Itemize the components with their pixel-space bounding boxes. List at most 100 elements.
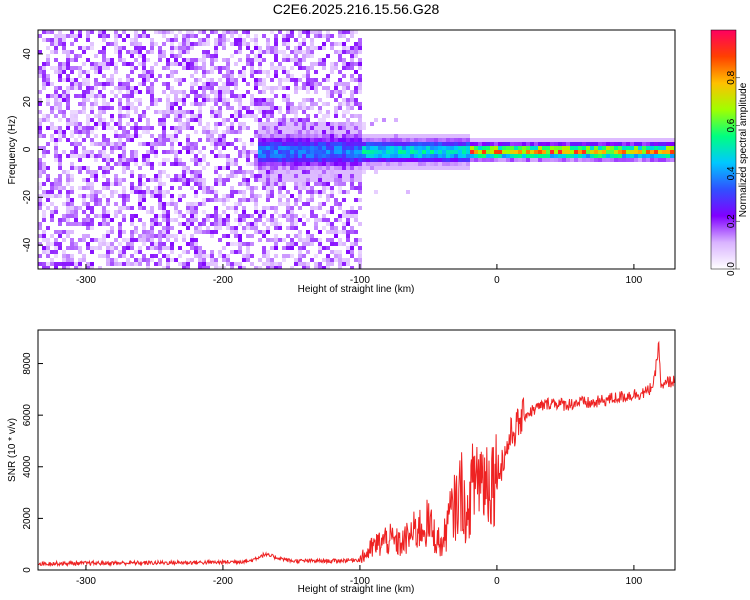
spectrogram-cell — [262, 70, 266, 74]
spectrogram-cell — [346, 82, 350, 86]
spectrogram-cell — [230, 42, 234, 46]
spectrogram-cell — [286, 214, 290, 218]
spectrogram-cell — [70, 258, 74, 262]
spectrogram-cell — [626, 154, 630, 158]
spectrogram-cell — [298, 86, 302, 90]
spectrogram-cell — [198, 174, 202, 178]
spectrogram-cell — [278, 266, 282, 269]
spectrogram-cell — [446, 154, 450, 158]
spectrogram-cell — [274, 210, 278, 214]
spectrogram-cell — [442, 150, 446, 154]
spectrogram-cell — [186, 134, 190, 138]
spectrogram-cell — [318, 190, 322, 194]
spectrogram-cell — [314, 214, 318, 218]
spectrogram-cell — [546, 150, 550, 154]
spectrogram-cell — [50, 94, 54, 98]
spectrogram-cell — [334, 66, 338, 70]
spectrogram-cell — [594, 146, 598, 150]
spectrogram-cell — [118, 86, 122, 90]
spectrogram-cell — [118, 182, 122, 186]
spectrogram-cell — [506, 138, 510, 142]
spectrogram-cell — [454, 162, 458, 166]
spectrogram-cell — [322, 138, 326, 142]
spectrogram-cell — [334, 86, 338, 90]
spectrogram-cell — [186, 242, 190, 246]
spectrogram-cell — [254, 154, 258, 158]
spectrogram-cell — [314, 266, 318, 269]
spectrogram-cell — [582, 138, 586, 142]
spectrogram-y-label: Frequency (Hz) — [7, 116, 18, 185]
spectrogram-cell — [478, 146, 482, 150]
spectrogram-cell — [38, 130, 42, 134]
spectrogram-cell — [358, 246, 362, 250]
spectrogram-cell — [530, 142, 534, 146]
spectrogram-cell — [570, 150, 574, 154]
spectrogram-cell — [246, 234, 250, 238]
spectrogram-cell — [326, 258, 330, 262]
spectrogram-cell — [174, 138, 178, 142]
snr-x-label: Height of straight line (km) — [298, 584, 415, 595]
spectrogram-cell — [358, 74, 362, 78]
spectrogram-cell — [638, 142, 642, 146]
spectrogram-cell — [226, 158, 230, 162]
spectrogram-cell — [302, 126, 306, 130]
spectrogram-cell — [270, 178, 274, 182]
spectrogram-cell — [202, 230, 206, 234]
spectrogram-cell — [102, 138, 106, 142]
spectrogram-cell — [306, 142, 310, 146]
spectrogram-cell — [178, 150, 182, 154]
spectrogram-cell — [62, 78, 66, 82]
spectrogram-cell — [338, 230, 342, 234]
spectrogram-cell — [266, 70, 270, 74]
spectrogram-cell — [154, 78, 158, 82]
spectrogram-cell — [162, 66, 166, 70]
spectrogram-cell — [350, 178, 354, 182]
spectrogram-cell — [302, 82, 306, 86]
spectrogram-cell — [222, 118, 226, 122]
spectrogram-cell — [86, 214, 90, 218]
spectrogram-cell — [122, 146, 126, 150]
spectrogram-cell — [270, 122, 274, 126]
spectrogram-cell — [358, 258, 362, 262]
spectrogram-cell — [642, 154, 646, 158]
spectrogram-cell — [90, 194, 94, 198]
spectrogram-cell — [606, 154, 610, 158]
spectrogram-cell — [54, 146, 58, 150]
spectrogram-cell — [258, 130, 262, 134]
spectrogram-cell — [78, 166, 82, 170]
spectrogram-cell — [302, 74, 306, 78]
spectrogram-cell — [298, 34, 302, 38]
spectrogram-cell — [342, 98, 346, 102]
spectrogram-cell — [290, 246, 294, 250]
spectrogram-cell — [534, 138, 538, 142]
spectrogram-cell — [538, 142, 542, 146]
spectrogram-cell — [466, 134, 470, 138]
spectrogram-cell — [174, 90, 178, 94]
spectrogram-cell — [90, 46, 94, 50]
spectrogram-cell — [250, 194, 254, 198]
spectrogram-cell — [318, 82, 322, 86]
spectrogram-cell — [194, 170, 198, 174]
spectrogram-cell — [342, 30, 346, 34]
spectrogram-cell — [198, 170, 202, 174]
spectrogram-cell — [38, 202, 42, 206]
spectrogram-cell — [330, 238, 334, 242]
spectrogram-cell — [94, 54, 98, 58]
spectrogram-cell — [38, 166, 42, 170]
spectrogram-cell — [194, 242, 198, 246]
spectrogram-cell — [242, 174, 246, 178]
spectrogram-cell — [38, 206, 42, 210]
spectrogram-cell — [126, 110, 130, 114]
spectrogram-cell — [286, 130, 290, 134]
spectrogram-cell — [358, 158, 362, 162]
spectrogram-cell — [258, 142, 262, 146]
spectrogram-cell — [414, 162, 418, 166]
spectrogram-cell — [650, 158, 654, 162]
spectrogram-cell — [282, 130, 286, 134]
spectrogram-cell — [378, 142, 382, 146]
spectrogram-cell — [354, 146, 358, 150]
spectrogram-cell — [270, 86, 274, 90]
spectrogram-cell — [582, 142, 586, 146]
spectrogram-cell — [354, 142, 358, 146]
spectrogram-cell — [78, 206, 82, 210]
